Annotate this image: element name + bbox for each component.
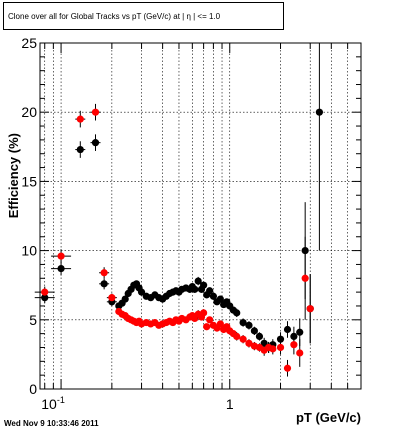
y-tick-label: 0 [29,381,37,397]
data-markers [34,43,323,377]
red-data-point [233,332,241,341]
black-data-point [200,281,208,289]
y-axis-label: Efficiency (%) [6,133,21,218]
black-data-point [194,277,202,285]
red-data-point [296,349,304,357]
plot-frame [39,42,362,390]
black-data-point [250,327,258,335]
black-data-point [276,335,285,343]
black-data-point [296,328,304,336]
black-data-point [283,325,292,334]
red-data-point [290,341,298,349]
red-data-point [41,288,49,296]
grid-lines [40,43,362,389]
black-data-point [100,280,108,288]
y-tick-label: 10 [21,243,37,259]
red-data-point [306,305,314,313]
y-tick-label: 15 [21,173,37,189]
red-data-point [108,294,116,302]
red-data-point [216,320,224,328]
black-data-point [315,108,323,116]
x-axis-label: pT (GeV/c) [296,410,361,425]
black-data-point [206,287,214,295]
black-data-point [121,295,129,303]
y-tick-label: 25 [21,35,37,51]
red-data-point [245,339,253,347]
red-data-point [76,115,84,123]
black-data-point [191,285,199,293]
red-data-point [206,316,214,324]
x-tick-label: 1 [226,396,234,412]
black-data-point [57,264,65,273]
red-data-point [100,269,108,277]
black-data-point [255,332,264,341]
red-data-point [91,108,100,116]
x-tick-labels: 10-1 1 [41,395,234,412]
chart-title: Clone over all for Global Tracks vs pT (… [3,2,284,30]
black-data-point [209,292,218,300]
black-data-point [216,295,224,303]
black-data-point [137,288,146,296]
black-data-point [76,145,84,154]
red-data-point [239,335,247,343]
y-tick-label: 5 [29,312,37,328]
red-data-point [283,364,292,372]
black-data-point [245,321,253,329]
red-data-point [301,274,309,282]
black-data-point [91,139,100,147]
black-data-point [233,309,241,317]
black-data-point [239,318,247,327]
x-tick-label: 10-1 [41,395,65,412]
red-data-point [276,343,285,352]
axis-ticks [40,42,362,390]
y-tick-labels: 0 5 10 15 20 25 [21,35,37,397]
y-tick-label: 20 [21,104,37,120]
red-data-point [203,323,211,331]
timestamp-footer: Wed Nov 9 10:33:46 2011 [4,419,99,428]
red-data-point [57,252,65,260]
red-data-point [200,309,208,317]
red-data-point [269,345,277,353]
